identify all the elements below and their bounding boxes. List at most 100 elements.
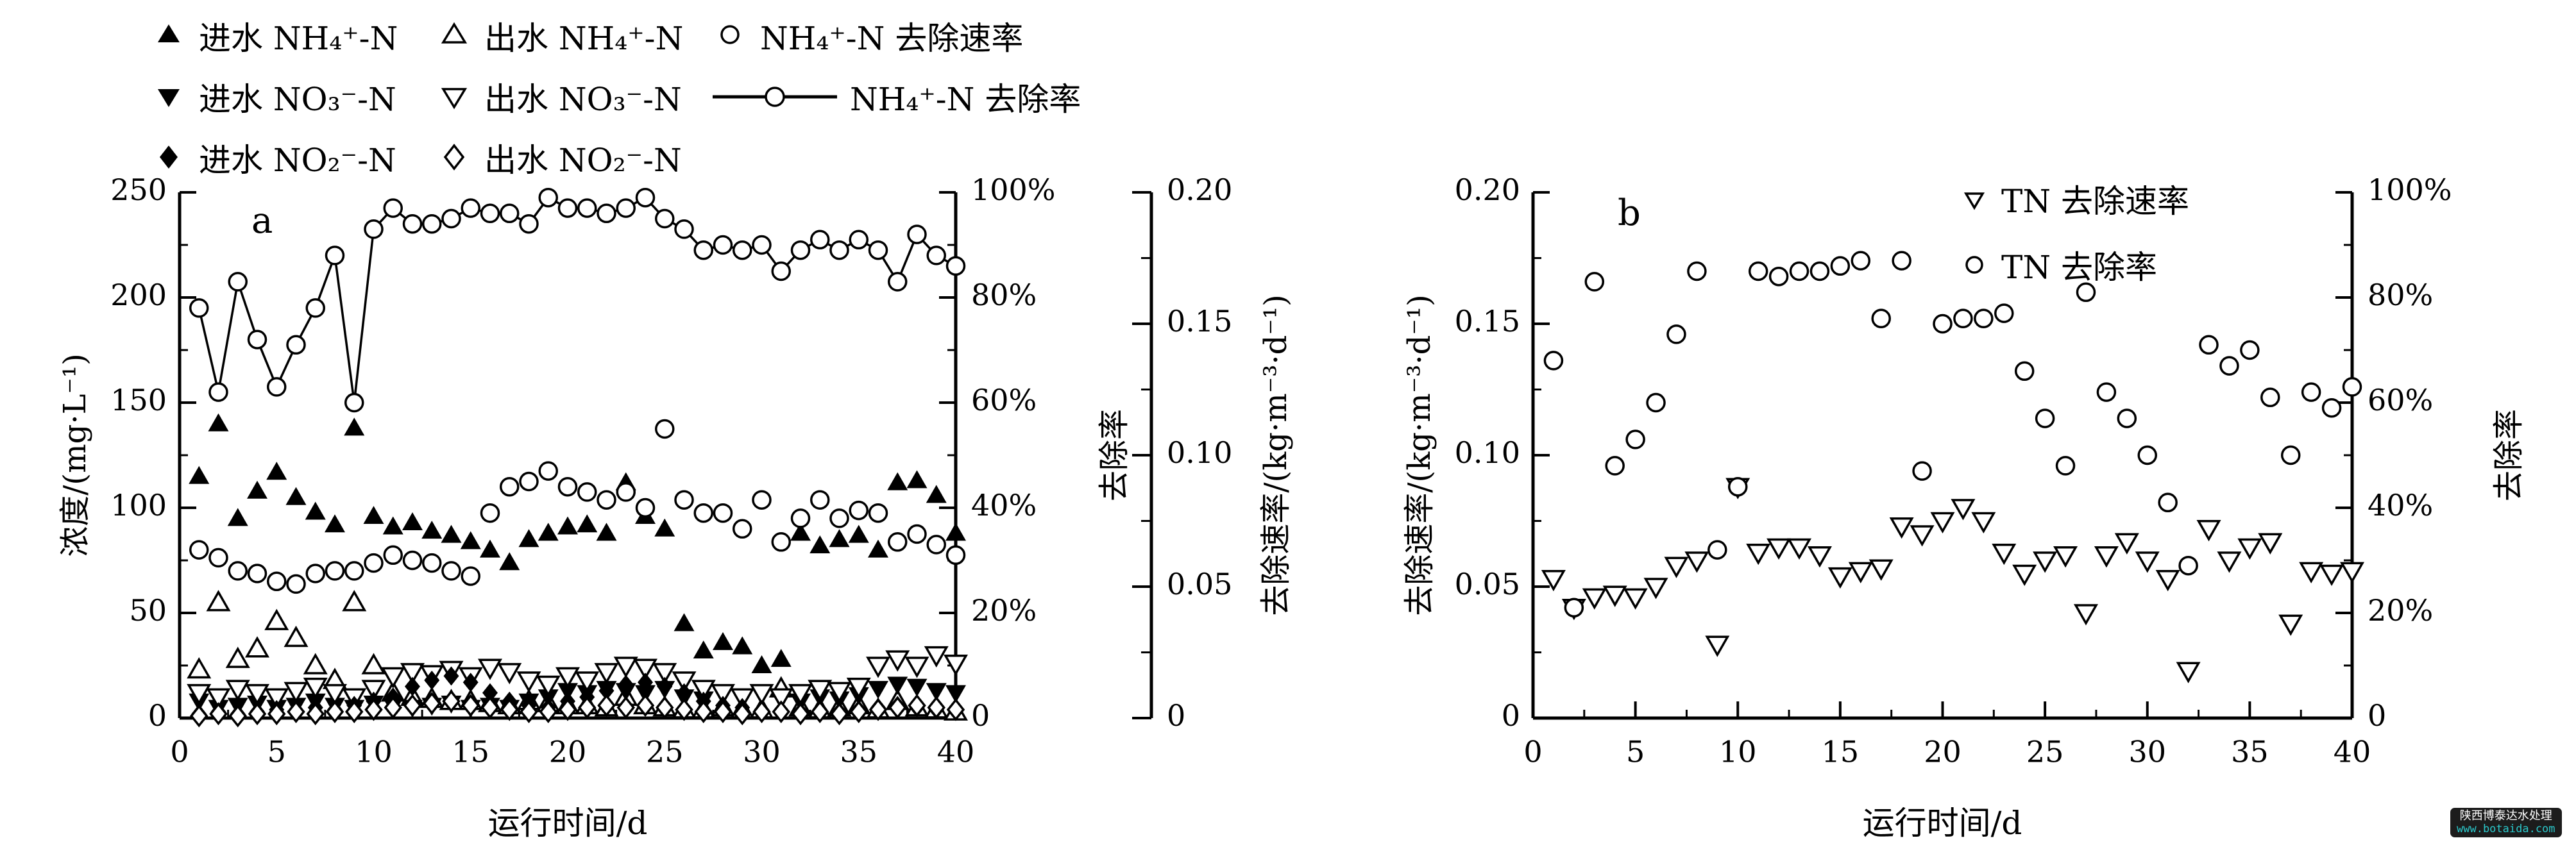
legend-item: TN 去除率 xyxy=(1955,242,2189,288)
legend-item: TN 去除速率 xyxy=(1955,176,2189,222)
data-point-circle xyxy=(1768,266,1789,287)
legend-label: NH₄⁺-N 去除速率 xyxy=(760,19,1024,57)
data-point-circle xyxy=(228,272,248,292)
y-tick-label: 40% xyxy=(2368,488,2433,523)
data-point-triangle-down xyxy=(2176,662,2201,683)
data-point-circle xyxy=(810,490,830,510)
axis-title-a-concentration: 浓度/(mg·L⁻¹) xyxy=(57,353,93,557)
data-point-triangle-down xyxy=(1643,578,1668,599)
data-point-triangle-up xyxy=(208,413,229,431)
data-point-diamond xyxy=(752,700,771,723)
data-point-diamond xyxy=(364,698,383,721)
data-point-circle xyxy=(2260,387,2280,408)
y-tick-label: 0 xyxy=(148,698,167,733)
data-point-triangle-down xyxy=(264,688,289,710)
data-point-diamond xyxy=(462,673,479,692)
triangle-down-filled-icon xyxy=(158,88,180,107)
data-point-diamond xyxy=(403,694,422,717)
watermark-badge: 陕西博泰达水处理 www.botaida.com xyxy=(2450,808,2562,838)
data-point-triangle-up xyxy=(441,524,462,543)
legend-item: 出水 NO₃⁻-N xyxy=(432,74,708,120)
watermark-url: www.botaida.com xyxy=(2457,822,2555,835)
data-point-circle xyxy=(771,532,791,552)
x-tick-label: 10 xyxy=(355,734,393,769)
data-point-triangle-down xyxy=(361,680,386,701)
data-point-triangle-down xyxy=(1664,557,1689,578)
data-point-circle xyxy=(1851,251,1871,271)
line-circle-icon xyxy=(713,86,837,107)
data-point-circle xyxy=(519,471,539,492)
data-point-circle xyxy=(344,561,364,581)
data-point-diamond xyxy=(908,694,926,717)
data-point-triangle-down xyxy=(2053,546,2078,568)
data-point-circle xyxy=(305,564,325,583)
data-point-diamond xyxy=(888,696,907,719)
data-point-circle xyxy=(1543,351,1564,371)
data-point-triangle-up xyxy=(284,625,309,648)
data-point-circle xyxy=(2321,398,2342,418)
data-point-circle xyxy=(829,240,849,260)
x-tick-label: 40 xyxy=(2334,734,2371,769)
data-point-circle xyxy=(849,230,869,250)
data-point-circle xyxy=(441,208,461,229)
data-point-triangle-down xyxy=(187,683,212,706)
data-point-diamond xyxy=(287,700,305,723)
data-point-circle xyxy=(635,498,656,518)
data-point-circle xyxy=(1584,272,1605,292)
data-point-circle xyxy=(228,561,248,581)
data-point-circle xyxy=(500,203,520,224)
data-point-circle xyxy=(1789,261,1809,281)
x-tick-label: 25 xyxy=(646,734,684,769)
data-point-triangle-down xyxy=(691,680,716,701)
data-point-circle xyxy=(2035,408,2055,428)
y-tick-label: 0 xyxy=(971,698,990,733)
data-point-circle xyxy=(383,198,403,218)
data-point-circle xyxy=(480,503,500,523)
data-point-triangle-down xyxy=(497,663,522,685)
data-point-circle xyxy=(597,490,616,510)
legend-item: 出水 NH₄⁺-N xyxy=(432,13,708,59)
data-point-circle xyxy=(383,545,403,565)
data-point-triangle-down xyxy=(1848,562,1873,583)
data-point-triangle-up xyxy=(363,506,384,524)
data-point-circle xyxy=(888,272,908,292)
data-point-diamond xyxy=(443,666,459,686)
data-point-triangle-up xyxy=(264,608,289,630)
x-tick-label: 0 xyxy=(170,734,189,769)
data-point-triangle-up xyxy=(926,485,947,503)
y-tick-label: 0.15 xyxy=(1455,304,1520,339)
y-tick-label: 0.20 xyxy=(1455,172,1520,207)
data-point-triangle-up xyxy=(206,590,231,612)
x-tick-label: 30 xyxy=(2128,734,2166,769)
data-point-triangle-down xyxy=(284,682,309,703)
data-point-circle xyxy=(733,240,752,260)
data-point-circle xyxy=(305,298,325,318)
data-point-diamond xyxy=(713,700,733,723)
x-tick-label: 0 xyxy=(1523,734,1542,769)
data-point-diamond xyxy=(345,700,364,723)
legend-label: 出水 NH₄⁺-N xyxy=(484,19,684,57)
data-point-triangle-down xyxy=(868,681,888,699)
data-point-triangle-up xyxy=(848,524,869,543)
data-point-diamond xyxy=(636,694,655,717)
data-point-triangle-up xyxy=(247,480,267,499)
data-point-circle xyxy=(2280,445,2301,465)
data-point-triangle-down xyxy=(2258,533,2283,555)
data-point-circle xyxy=(286,574,306,594)
data-point-diamond xyxy=(791,702,810,726)
data-point-diamond xyxy=(558,698,577,721)
data-point-circle xyxy=(1687,261,1707,281)
data-point-circle xyxy=(926,246,946,265)
y-tick-label: 100 xyxy=(110,488,167,523)
data-point-triangle-down xyxy=(1930,512,1955,534)
data-point-diamond xyxy=(830,702,849,726)
legend-item: NH₄⁺-N 去除率 xyxy=(708,74,1118,120)
data-point-circle xyxy=(2240,340,2260,360)
data-point-triangle-down xyxy=(1807,546,1832,568)
data-point-circle xyxy=(557,476,578,497)
data-point-circle xyxy=(597,203,616,224)
data-point-triangle-up xyxy=(402,512,423,530)
data-point-diamond xyxy=(325,700,344,723)
data-point-circle xyxy=(364,553,384,573)
